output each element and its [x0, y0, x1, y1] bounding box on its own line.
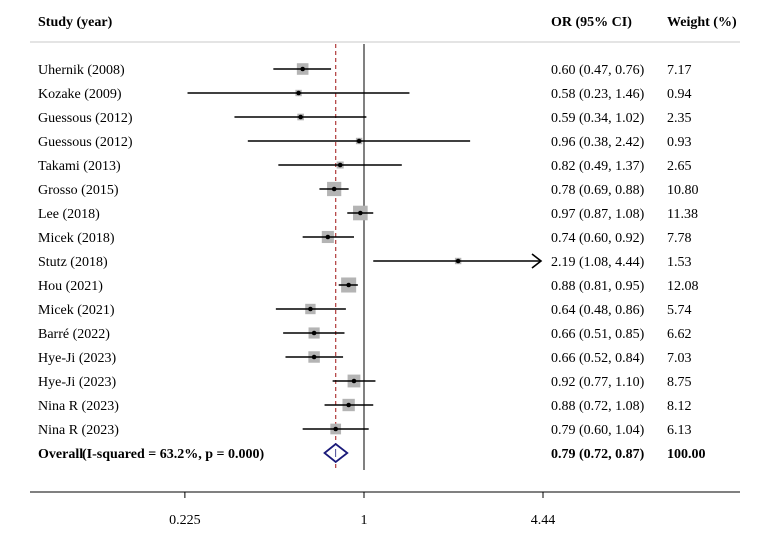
or-ci-value: 0.79 (0.60, 1.04) [551, 423, 645, 438]
study-label: Barré (2022) [38, 327, 110, 342]
x-tick-label: 1 [361, 513, 368, 528]
study-label: Guessous (2012) [38, 135, 133, 150]
study-label: Uhernik (2008) [38, 63, 125, 78]
or-ci-value: 0.97 (0.87, 1.08) [551, 207, 645, 222]
point-estimate [325, 234, 331, 240]
weight-value: 6.62 [667, 327, 692, 342]
or-ci-value: 0.88 (0.72, 1.08) [551, 399, 645, 414]
weight-value: 2.65 [667, 159, 692, 174]
or-ci-value: 0.74 (0.60, 0.92) [551, 231, 645, 246]
or-ci-value: 0.82 (0.49, 1.37) [551, 159, 645, 174]
study-label: Nina R (2023) [38, 399, 119, 414]
x-tick-label: 0.225 [169, 513, 201, 528]
study-label: Hou (2021) [38, 279, 103, 294]
point-estimate [351, 378, 357, 384]
or-ci-value: 2.19 (1.08, 4.44) [551, 255, 645, 270]
point-estimate [308, 306, 313, 312]
study-label: Micek (2018) [38, 231, 115, 246]
point-estimate [333, 426, 338, 432]
weight-value: 8.75 [667, 375, 692, 390]
point-estimate [346, 402, 351, 408]
or-ci-value: 0.92 (0.77, 1.10) [551, 375, 645, 390]
study-label: Kozake (2009) [38, 87, 122, 102]
or-ci-value: 0.64 (0.48, 0.86) [551, 303, 645, 318]
point-estimate [300, 66, 305, 72]
weight-value: 1.53 [667, 255, 692, 270]
or-ci-value: 0.66 (0.52, 0.84) [551, 351, 645, 366]
weight-value: 11.38 [667, 207, 698, 222]
point-estimate [358, 210, 363, 216]
study-label: Hye-Ji (2023) [38, 351, 116, 366]
study-label: Micek (2021) [38, 303, 115, 318]
point-estimate [356, 138, 362, 144]
point-estimate [337, 162, 343, 168]
overall-label: Overall [38, 447, 83, 462]
weight-value: 10.80 [667, 183, 699, 198]
header-weight: Weight (%) [667, 15, 737, 30]
weight-value: 0.93 [667, 135, 692, 150]
weight-value: 2.35 [667, 111, 692, 126]
overall-weight: 100.00 [667, 447, 706, 462]
weight-value: 5.74 [667, 303, 692, 318]
point-estimate [455, 258, 461, 264]
study-label: Nina R (2023) [38, 423, 119, 438]
weight-value: 7.78 [667, 231, 692, 246]
or-ci-value: 0.78 (0.69, 0.88) [551, 183, 645, 198]
point-estimate [311, 354, 317, 360]
study-label: Stutz (2018) [38, 255, 108, 270]
weight-value: 0.94 [667, 87, 692, 102]
point-estimate [311, 330, 317, 336]
or-ci-value: 0.59 (0.34, 1.02) [551, 111, 645, 126]
point-estimate [346, 282, 351, 288]
weight-value: 7.17 [667, 63, 692, 78]
point-estimate [331, 186, 337, 192]
weight-value: 8.12 [667, 399, 692, 414]
x-tick-label: 4.44 [531, 513, 556, 528]
overall-stats: (I-squared = 63.2%, p = 0.000) [82, 447, 264, 462]
or-ci-value: 0.96 (0.38, 2.42) [551, 135, 645, 150]
study-label: Hye-Ji (2023) [38, 375, 116, 390]
or-ci-value: 0.66 (0.51, 0.85) [551, 327, 645, 342]
study-label: Guessous (2012) [38, 111, 133, 126]
header-or-ci: OR (95% CI) [551, 15, 632, 30]
or-ci-value: 0.60 (0.47, 0.76) [551, 63, 645, 78]
study-label: Grosso (2015) [38, 183, 119, 198]
study-label: Lee (2018) [38, 207, 100, 222]
or-ci-value: 0.58 (0.23, 1.46) [551, 87, 645, 102]
point-estimate [296, 90, 301, 96]
study-label: Takami (2013) [38, 159, 121, 174]
ci-arrow-icon [531, 253, 543, 269]
point-estimate [298, 114, 303, 120]
weight-value: 6.13 [667, 423, 692, 438]
header-study: Study (year) [38, 15, 113, 30]
weight-value: 7.03 [667, 351, 692, 366]
overall-or-ci: 0.79 (0.72, 0.87) [551, 447, 645, 462]
or-ci-value: 0.88 (0.81, 0.95) [551, 279, 645, 294]
weight-value: 12.08 [667, 279, 699, 294]
